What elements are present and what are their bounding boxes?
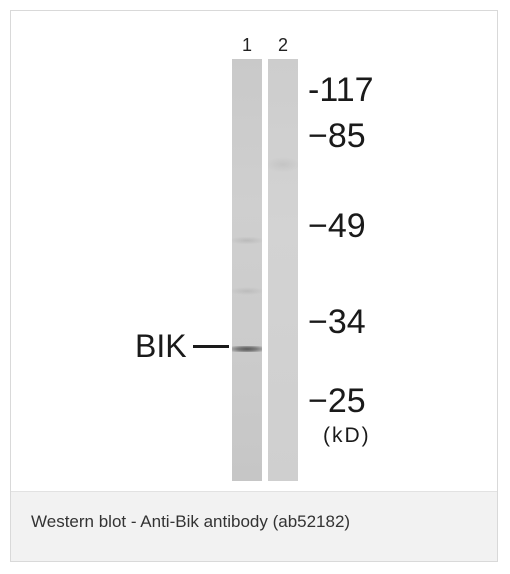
lane-number-2: 2 [277,35,288,55]
image-caption: Western blot - Anti-Bik antibody (ab5218… [31,512,351,531]
lane-2 [268,59,298,481]
protein-label: BIK [135,328,187,364]
marker-49: −49 [308,207,366,245]
western-blot-image: 1 2 -117 −85 −49 −34 −25 (kD) BIK [11,11,497,491]
marker-25: −25 [308,382,366,420]
marker-85: −85 [308,117,366,155]
figure-card: 1 2 -117 −85 −49 −34 −25 (kD) BIK Wester… [10,10,498,562]
unit-label: (kD) [323,424,371,447]
bik-band [232,346,262,352]
protein-pointer-line [193,345,229,348]
marker-34: −34 [308,303,366,341]
marker-117: -117 [308,71,374,109]
caption-bar: Western blot - Anti-Bik antibody (ab5218… [11,491,497,561]
lane-1 [232,59,262,481]
lane-number-1: 1 [241,35,252,55]
